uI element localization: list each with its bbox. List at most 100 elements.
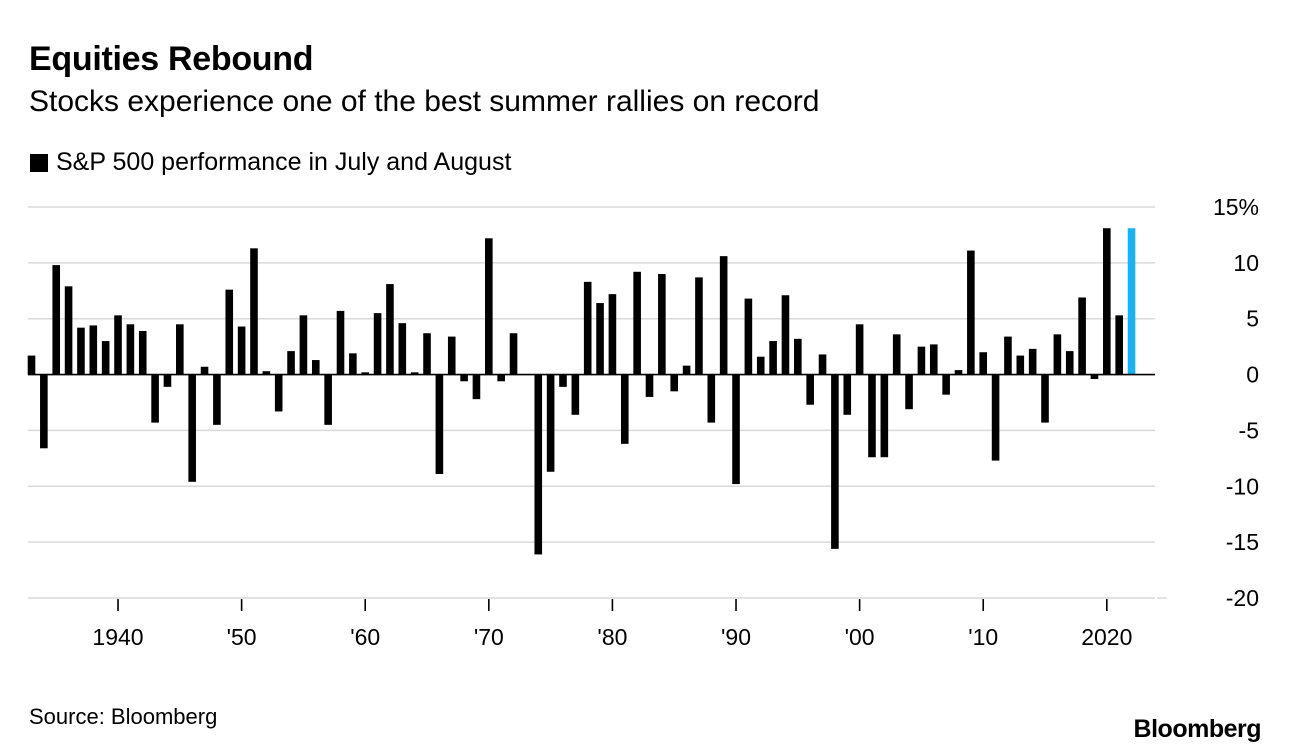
bar [1041, 374, 1049, 423]
x-tick-label: '70 [474, 624, 504, 650]
bar [707, 374, 716, 423]
bar [831, 374, 839, 549]
bar [892, 334, 901, 375]
bar [732, 374, 740, 485]
bar [472, 374, 481, 400]
bar [176, 324, 184, 375]
bar [868, 374, 876, 458]
bar [40, 374, 48, 449]
y-tick-label: -10 [1226, 473, 1259, 499]
source-note: Source: Bloomberg [29, 704, 218, 729]
x-tick-label: 1940 [92, 624, 143, 650]
bar [781, 295, 790, 375]
bar [880, 374, 889, 458]
bar [534, 374, 543, 555]
bar [349, 353, 357, 375]
bar [213, 374, 221, 425]
bar [509, 333, 518, 375]
bar-highlight [1127, 228, 1136, 375]
bar [77, 327, 85, 375]
bar [695, 277, 703, 375]
bar [324, 374, 332, 425]
bar [917, 346, 926, 375]
bar [954, 370, 963, 375]
bar [423, 333, 431, 375]
bar [1028, 348, 1037, 375]
bar [991, 374, 1000, 461]
bar [806, 374, 814, 405]
bar [138, 331, 147, 375]
bar [101, 341, 110, 375]
bar [89, 325, 98, 375]
bar [942, 374, 950, 395]
bar [905, 374, 913, 410]
bar [559, 374, 567, 387]
bloomberg-logo: Bloomberg [1133, 715, 1262, 743]
bar [1004, 336, 1012, 375]
bar [1065, 351, 1074, 375]
y-tick-label: 15% [1213, 194, 1259, 220]
axes: 15% 10 5 0 -5 -10 -15 -20 1940 '50 '60 '70 '80 '90 '00… [28, 194, 1259, 650]
chart-title: Equities Rebound [29, 40, 314, 78]
bar [27, 355, 36, 375]
bar [163, 374, 172, 387]
bar [114, 315, 122, 375]
x-tick-label: '10 [968, 624, 998, 650]
bar [719, 256, 728, 375]
bar [1078, 297, 1086, 375]
bar [633, 271, 641, 375]
bar [447, 336, 456, 375]
y-tick-label: 5 [1246, 306, 1259, 332]
y-tick-label: -5 [1239, 417, 1259, 443]
bar [1115, 315, 1123, 375]
bar [299, 315, 308, 375]
x-tick-label: '50 [227, 624, 257, 650]
bar [126, 324, 135, 375]
bar [843, 374, 852, 415]
bar [1016, 355, 1025, 375]
bar [410, 372, 419, 375]
bar [274, 374, 283, 412]
bar [225, 289, 234, 375]
bar [967, 250, 975, 375]
y-tick-label: -15 [1226, 529, 1259, 555]
black-square-icon [30, 153, 48, 172]
bar [361, 372, 370, 375]
chart-subtitle: Stocks experience one of the best summer… [29, 85, 820, 118]
bar [250, 248, 258, 375]
bar [1103, 228, 1111, 375]
bar [608, 294, 617, 375]
bar [794, 338, 802, 375]
bar [682, 365, 691, 375]
y-tick-label: 10 [1233, 250, 1259, 276]
bar [52, 265, 61, 375]
bar [855, 324, 864, 375]
bar [756, 356, 765, 375]
bar [398, 323, 407, 375]
bar [373, 313, 382, 375]
bar [670, 374, 679, 392]
bar [645, 374, 654, 397]
bar [818, 354, 827, 375]
bar [769, 341, 777, 375]
x-tick-label: 2020 [1081, 624, 1132, 650]
x-tick-label: '00 [845, 624, 875, 650]
bar [979, 352, 988, 375]
bar [744, 298, 753, 375]
bar [200, 366, 209, 375]
bar [435, 374, 444, 474]
bar [188, 374, 196, 482]
x-tick-label: '80 [597, 624, 627, 650]
bar [546, 374, 555, 472]
bar [583, 281, 592, 375]
bars [27, 228, 1136, 555]
bar [311, 360, 320, 375]
bar [336, 310, 345, 375]
bar [620, 374, 629, 444]
bar [460, 374, 468, 382]
bar [658, 274, 666, 375]
bar [287, 351, 295, 375]
legend: S&P 500 performance in July and August [30, 148, 511, 177]
x-tick-label: '60 [350, 624, 380, 650]
